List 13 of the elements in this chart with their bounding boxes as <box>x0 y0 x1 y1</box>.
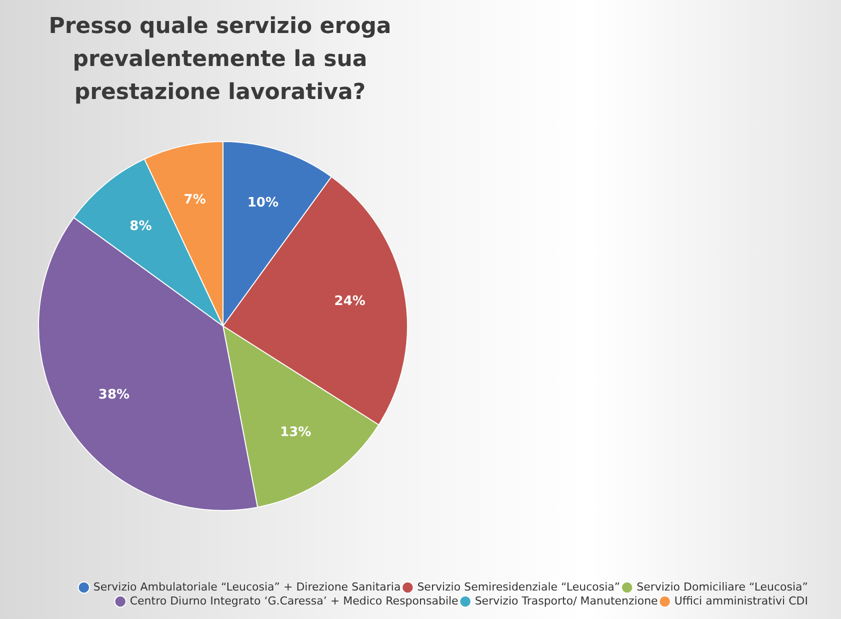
legend-label: Centro Diurno Integrato ‘G.Caressa’ + Medico Responsabile <box>130 594 459 608</box>
chart-title: Presso quale servizio eroga prevalentemente la sua prestazione lavorativa? <box>48 13 392 107</box>
data-label: 13% <box>280 425 312 440</box>
data-label: 24% <box>334 294 366 310</box>
data-label: 8% <box>130 218 152 234</box>
legend-label: Servizio Domiciliare “Leucosia” <box>636 580 808 594</box>
data-label: 38% <box>98 388 130 403</box>
data-label: 7% <box>184 192 206 208</box>
legend-label: Uffici amministrativi CDI <box>674 594 808 608</box>
legend-label: Servizio Semiresidenziale “Leucosia” <box>417 580 620 594</box>
legend-label: Servizio Trasporto/ Manutenzione <box>474 594 658 608</box>
legend-label: Servizio Ambulatoriale “Leucosia” + Direzione Sanitaria <box>93 580 401 594</box>
data-label: 10% <box>247 196 278 211</box>
